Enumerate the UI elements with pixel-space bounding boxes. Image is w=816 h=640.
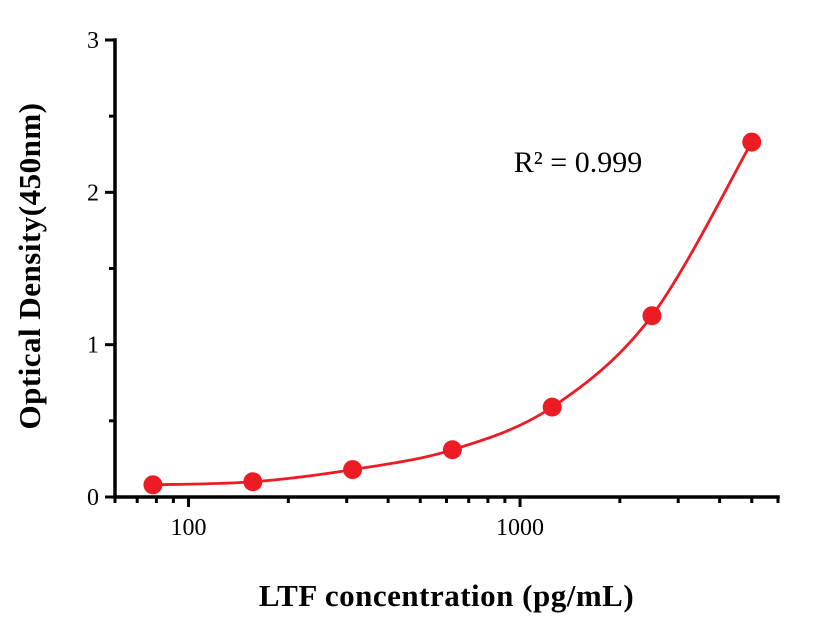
y-tick-label: 0 — [87, 485, 99, 511]
data-point-marker — [343, 460, 363, 480]
axis-spines — [113, 38, 780, 499]
curve-line — [152, 141, 753, 487]
y-tick-label: 2 — [87, 180, 99, 206]
r-squared-annotation: R² = 0.999 — [513, 146, 643, 179]
data-point-marker — [143, 475, 163, 495]
y-tick-label: 1 — [87, 333, 99, 359]
x-tick-label: 100 — [171, 515, 207, 541]
data-point-marker — [742, 132, 762, 152]
x-axis-label: LTF concentration (pg/mL) — [258, 578, 635, 613]
data-point-marker — [243, 472, 263, 492]
data-point-marker — [642, 306, 662, 326]
y-axis-label: Optical Density(450nm) — [12, 102, 47, 430]
y-tick-label: 3 — [87, 28, 99, 54]
data-point-marker — [542, 397, 562, 417]
data-point-marker — [442, 440, 462, 460]
x-tick-label: 1000 — [496, 515, 544, 541]
